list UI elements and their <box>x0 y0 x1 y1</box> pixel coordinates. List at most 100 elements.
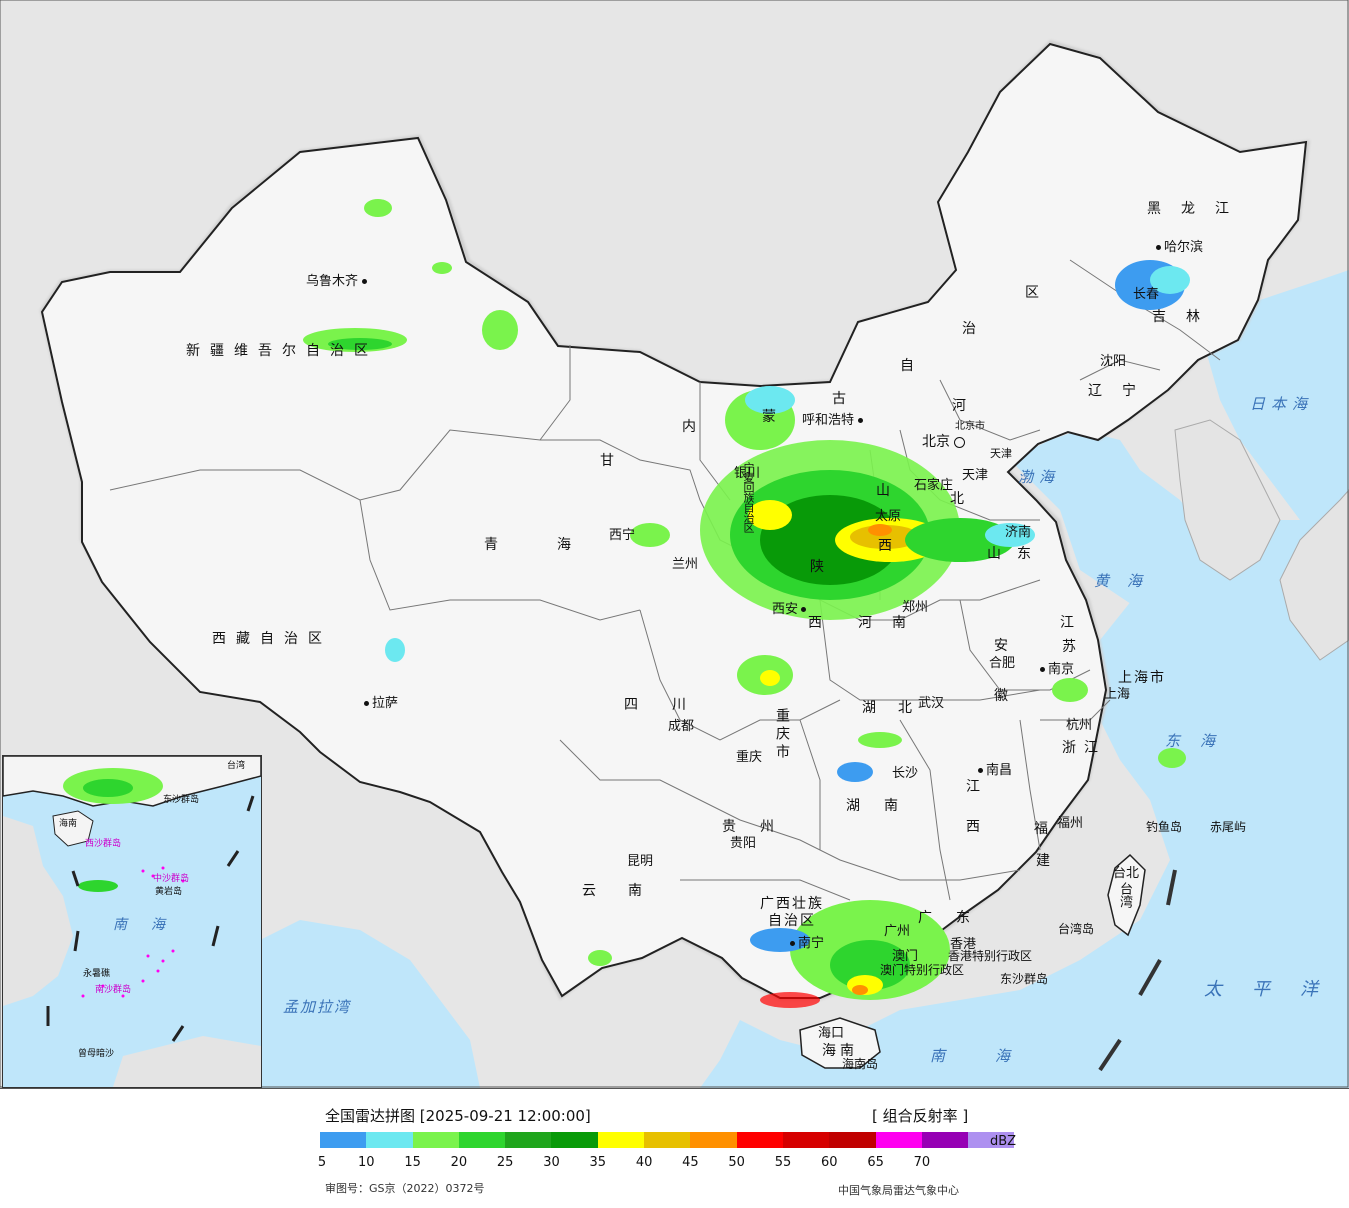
city-yinchuan: 银川 <box>734 466 761 481</box>
city-chongqing: 重庆 <box>736 750 763 765</box>
province-xizang: 西藏自治区 <box>212 631 332 647</box>
province-jiangsu-b: 苏 <box>1062 639 1086 655</box>
sea-japan: 日本海 <box>1250 395 1314 413</box>
echo-sichuan-core <box>760 670 780 686</box>
legend-tick-35: 35 <box>589 1155 607 1170</box>
province-jiangxi-b: 西 <box>966 819 990 835</box>
echo-anhui <box>1052 678 1088 702</box>
city-changsha: 长沙 <box>892 766 919 781</box>
legend-swatch-12 <box>875 1132 922 1148</box>
echo-xinjiang-1 <box>364 199 392 217</box>
hainan-land <box>799 1017 881 1069</box>
city-lhasa: 拉萨 <box>364 692 398 711</box>
city-nanjing: 南京 <box>1040 658 1074 677</box>
legend-swatch-2 <box>412 1132 459 1148</box>
inset-south-china-sea: 南海 西沙群岛 中沙群岛 南沙群岛 东沙群岛 黄岩岛 永暑礁 曾母暗沙 台湾 海… <box>2 755 262 1088</box>
map-canvas <box>0 0 1349 1088</box>
legend-swatch-1 <box>366 1132 413 1148</box>
legend-swatch-8 <box>690 1132 737 1148</box>
boundary-dashes <box>1098 869 1177 1072</box>
city-wuhan: 武汉 <box>918 696 945 711</box>
legend-swatch-5 <box>551 1132 598 1148</box>
province-neimeng-zhi: 治 <box>962 321 986 337</box>
province-hebei-a: 河 <box>952 398 976 414</box>
inset-label-zhongsha: 中沙群岛 <box>153 874 190 884</box>
echo-east-sea <box>1158 748 1186 768</box>
city-hk: 香港 <box>950 937 977 952</box>
echo-xinjiang-3 <box>328 338 392 350</box>
legend-tick-20: 20 <box>450 1155 468 1170</box>
agency-credit: 中国气象局雷达气象中心 <box>838 1184 959 1197</box>
echo-ningxia-yellow <box>748 500 792 530</box>
inset-label-hainan: 海南 <box>59 819 78 829</box>
legend-swatch-9 <box>736 1132 783 1148</box>
province-anhui-b: 徽 <box>994 688 1018 704</box>
inset-label-zengmu: 曾母暗沙 <box>78 1049 115 1059</box>
province-guizhou: 贵州 <box>722 819 798 835</box>
sea-south: 南海 <box>930 1047 1061 1065</box>
korea <box>1174 419 1281 581</box>
province-jiangxi-a: 江 <box>966 779 990 795</box>
city-taibei: 台北 <box>1113 866 1140 881</box>
japan <box>1279 489 1349 661</box>
echo-jilin-light <box>1150 266 1190 294</box>
inset-echo-3 <box>78 880 118 892</box>
island-diaoyu: 钓鱼岛 <box>1146 820 1183 834</box>
province-xinjiang: 新疆维吾尔自治区 <box>186 343 378 359</box>
island-hainan: 海南岛 <box>842 1057 879 1071</box>
echo-xinjiang-4 <box>482 310 518 350</box>
bengal-sea <box>260 920 480 1088</box>
province-zhejiang: 浙江 <box>1062 740 1106 756</box>
province-sichuan: 四川 <box>624 697 720 713</box>
echo-neimeng-blue <box>745 386 795 414</box>
echo-shandong <box>985 523 1035 547</box>
echo-central-dark <box>760 495 900 585</box>
province-shanxi-a: 山 <box>876 483 900 499</box>
city-jinan: 济南 <box>1005 525 1032 540</box>
city-nanchang: 南昌 <box>978 759 1012 778</box>
city-shanghai: 上海 <box>1104 687 1131 702</box>
taiwan-land <box>1107 853 1146 937</box>
city-hohhot: 呼和浩特 <box>802 409 866 428</box>
city-shenyang: 沈阳 <box>1100 354 1127 369</box>
inset-label-yongshu: 永暑礁 <box>83 969 111 979</box>
province-chongqing: 重庆市 <box>774 708 790 762</box>
city-xining: 西宁 <box>609 528 636 543</box>
inset-label-taiwan: 台湾 <box>227 761 246 771</box>
province-taiwan: 台湾 <box>1117 882 1132 908</box>
inset-islands <box>81 866 185 998</box>
map-approval-number: 审图号：GS京（2022）0372号 <box>325 1182 485 1195</box>
echo-hubei <box>858 732 902 748</box>
legend-product: [ 组合反射率 ] <box>872 1107 969 1125</box>
city-guiyang: 贵阳 <box>730 836 757 851</box>
legend-tick-70: 70 <box>913 1155 931 1170</box>
inset-hainan <box>52 810 94 847</box>
echo-xizang <box>385 638 405 662</box>
legend-swatch-3 <box>458 1132 506 1148</box>
province-liaoning: 辽宁 <box>1088 383 1156 399</box>
province-fujian-b: 建 <box>1036 853 1060 869</box>
echo-shanxi-orange <box>850 525 920 549</box>
legend-swatch-7 <box>644 1132 691 1148</box>
city-urumqi: 乌鲁木齐 <box>306 270 370 289</box>
city-hefei: 合肥 <box>989 656 1016 671</box>
province-neimeng-zi: 自 <box>900 358 924 374</box>
province-guangxi-b: 自治区 <box>768 913 816 929</box>
province-anhui-a: 安 <box>994 638 1018 654</box>
province-henan: 河南 <box>858 615 926 631</box>
province-hk: 香港特别行政区 <box>948 949 1033 963</box>
echo-shanxi-core <box>868 524 892 536</box>
legend-unit: dBZ <box>990 1134 1017 1149</box>
legend-swatch-14 <box>968 1132 1015 1148</box>
legend-ticks: 5 10 15 20 25 30 35 40 45 50 55 60 65 70 <box>0 1155 1349 1173</box>
city-tianjin: 天津 <box>962 468 989 483</box>
city-beijing: 北京 <box>922 431 966 451</box>
province-qinghai-a: 青 <box>484 537 508 553</box>
echo-qinghai <box>630 523 670 547</box>
province-neimeng-gu: 古 <box>832 391 856 407</box>
city-haikou: 海口 <box>818 1026 845 1041</box>
province-hubei: 湖北 <box>862 700 934 716</box>
province-neimeng-qu: 区 <box>1025 285 1049 301</box>
city-xian: 西安 <box>772 598 809 617</box>
inset-dashes <box>46 795 255 1042</box>
